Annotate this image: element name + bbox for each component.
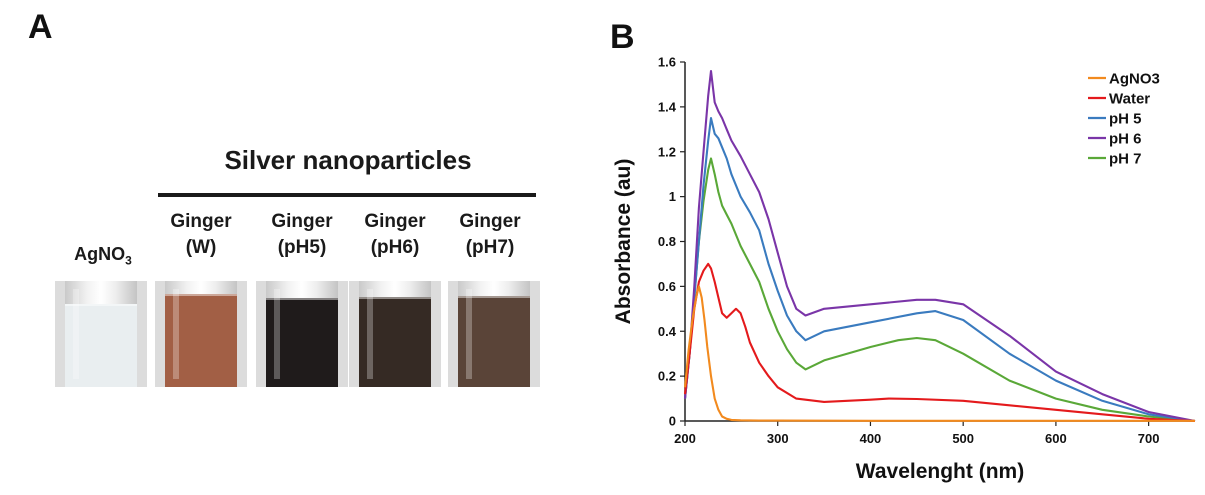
vial-liquid — [165, 294, 237, 387]
y-axis-title: Absorbance (au) — [612, 159, 635, 325]
vial-highlight — [274, 289, 280, 379]
series-line-agno3 — [683, 285, 1195, 422]
vial-highlight — [73, 289, 79, 379]
title-underline — [158, 193, 536, 197]
y-tick-label: 0.6 — [658, 279, 676, 294]
vial-ginger-ph7 — [448, 281, 540, 387]
x-tick-label: 600 — [1045, 431, 1067, 446]
x-tick-label: 200 — [674, 431, 696, 446]
vial-agno3 — [55, 281, 147, 387]
legend-label: Water — [1109, 91, 1150, 108]
vial-liquid — [266, 298, 338, 387]
vial-liquid — [359, 297, 431, 387]
agno3-label-base: AgNO — [74, 244, 126, 264]
y-tick-label: 1 — [669, 189, 676, 204]
vial-meniscus — [65, 304, 137, 306]
series-line-ph-6 — [683, 69, 1196, 423]
panel-a: A Silver nanoparticles AgNO3 Ginger (W) … — [0, 0, 580, 495]
column-label-line1: Ginger — [364, 211, 426, 232]
column-label-ginger-ph5: Ginger (pH5) — [252, 209, 352, 261]
vial-meniscus — [458, 296, 530, 298]
vial-meniscus — [165, 294, 237, 296]
agno3-label: AgNO3 — [48, 244, 158, 268]
vial-highlight — [466, 289, 472, 379]
y-tick-label: 0.4 — [658, 324, 677, 339]
x-tick-label: 700 — [1138, 431, 1160, 446]
x-tick-label: 400 — [860, 431, 882, 446]
series-line-ph-7 — [683, 157, 1196, 423]
panel-b-letter: B — [610, 18, 635, 56]
vial-highlight — [367, 289, 373, 379]
y-tick-label: 1.2 — [658, 144, 676, 159]
vial-highlight — [173, 289, 179, 379]
panel-a-letter: A — [28, 8, 53, 46]
y-tick-label: 1.4 — [658, 99, 677, 114]
series-line-water — [683, 262, 1196, 423]
panel-b: B 0 0.2 0.4 0.6 0.8 1 1.2 1.4 1.6 200 300 400 500 600… — [600, 0, 1205, 495]
agno3-label-subscript: 3 — [125, 253, 132, 268]
column-label-ginger-ph7: Ginger (pH7) — [440, 209, 540, 261]
y-tick-label: 1.6 — [658, 55, 676, 70]
column-label-ginger-ph6: Ginger (pH6) — [345, 209, 445, 261]
column-label-line2: (pH6) — [370, 237, 420, 258]
series-layer — [683, 69, 1196, 423]
column-label-line2: (pH5) — [277, 237, 327, 258]
y-tick-label: 0 — [669, 414, 676, 429]
y-tick-label: 0.2 — [658, 369, 676, 384]
legend-label: AgNO3 — [1109, 71, 1160, 88]
vial-meniscus — [266, 298, 338, 300]
legend-label: pH 6 — [1109, 131, 1142, 148]
vial-ginger-w — [155, 281, 247, 387]
column-label-line2: (W) — [185, 237, 217, 258]
vial-liquid — [65, 304, 137, 387]
silver-nanoparticles-title: Silver nanoparticles — [224, 145, 472, 175]
x-tick-label: 500 — [952, 431, 974, 446]
axes-layer: 0 0.2 0.4 0.6 0.8 1 1.2 1.4 1.6 200 300 400 500 600 70… — [612, 55, 1195, 483]
column-label-ginger-w: Ginger (W) — [151, 209, 251, 261]
series-line-ph-5 — [683, 117, 1196, 423]
vial-liquid — [458, 296, 530, 387]
column-label-line1: Ginger — [271, 211, 333, 232]
vial-ginger-ph6 — [349, 281, 441, 387]
y-tick-label: 0.8 — [658, 234, 676, 249]
legend-layer: AgNO3 Water pH 5 pH 6 pH 7 — [1088, 71, 1160, 168]
column-label-line1: Ginger — [170, 211, 232, 232]
column-label-line2: (pH7) — [465, 237, 515, 258]
legend-label: pH 5 — [1109, 111, 1142, 128]
x-tick-label: 300 — [767, 431, 789, 446]
absorbance-chart: 0 0.2 0.4 0.6 0.8 1 1.2 1.4 1.6 200 300 400 500 600 70… — [612, 55, 1196, 483]
x-axis-title: Wavelenght (nm) — [856, 460, 1024, 483]
column-label-line1: Ginger — [459, 211, 521, 232]
vial-ginger-ph5 — [256, 281, 348, 387]
vial-meniscus — [359, 297, 431, 299]
legend-label: pH 7 — [1109, 151, 1142, 168]
